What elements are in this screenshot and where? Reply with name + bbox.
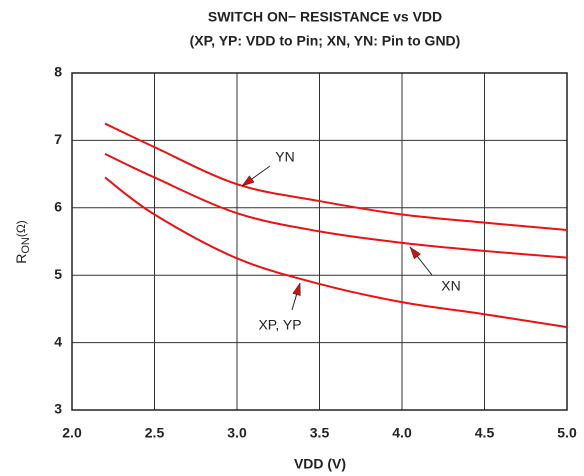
- annotation-arrowhead: [292, 282, 301, 296]
- series-label: XP, YP: [258, 317, 301, 333]
- y-tick-label: 3: [54, 401, 62, 417]
- y-tick-label: 8: [54, 64, 62, 80]
- y-label-main: R: [13, 254, 29, 264]
- chart-subtitle: (XP, YP: VDD to Pin; XN, YN: Pin to GND): [190, 33, 461, 49]
- series-label: YN: [275, 149, 294, 165]
- y-tick-label: 7: [54, 131, 62, 147]
- series-line: [104, 122, 568, 232]
- annotation-arrowhead: [409, 246, 421, 260]
- series-line: [104, 176, 568, 329]
- x-tick-label: 2.5: [145, 425, 165, 441]
- x-axis-label: VDD (V): [294, 456, 346, 472]
- y-tick-label: 4: [54, 333, 62, 349]
- series-label: XN: [441, 278, 460, 294]
- x-tick-label: 4.0: [392, 425, 412, 441]
- y-tick-label: 6: [54, 199, 62, 215]
- annotation-arrowhead: [241, 175, 255, 187]
- x-tick-label: 3.0: [227, 425, 247, 441]
- y-tick-label: 5: [54, 266, 62, 282]
- series-line: [104, 152, 568, 259]
- x-tick-label: 3.5: [310, 425, 330, 441]
- y-label-unit: (Ω): [14, 220, 28, 237]
- y-axis-label: RON(Ω): [13, 220, 32, 264]
- x-tick-label: 4.5: [475, 425, 495, 441]
- x-tick-label: 2.0: [62, 425, 82, 441]
- x-tick-label: 5.0: [557, 425, 577, 441]
- plot-frame: [71, 72, 568, 411]
- chart-title: SWITCH ON− RESISTANCE vs VDD: [208, 9, 442, 25]
- y-label-sub: ON: [20, 237, 32, 254]
